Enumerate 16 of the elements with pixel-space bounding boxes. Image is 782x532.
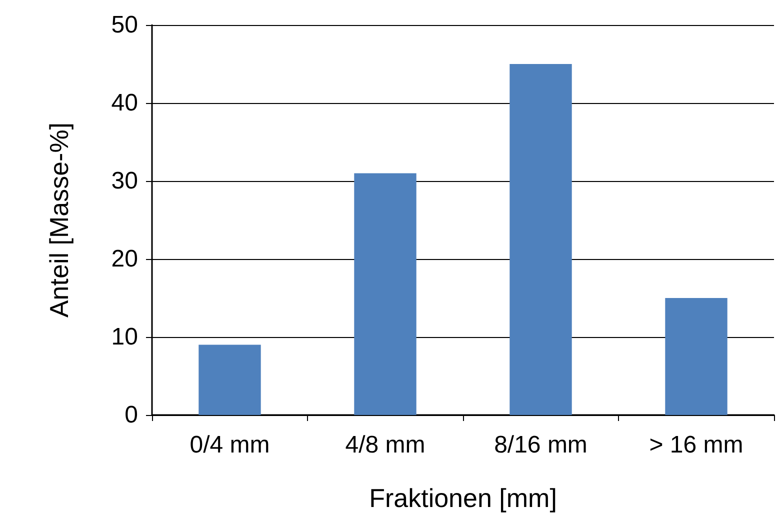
x-tick-label: 8/16 mm (494, 432, 588, 458)
y-tick-label: 20 (111, 246, 138, 272)
y-tick-label: 30 (111, 168, 138, 194)
y-tick-label: 10 (111, 324, 138, 350)
bar (665, 298, 728, 415)
bar (198, 344, 261, 415)
x-tick-label: 4/8 mm (345, 432, 426, 458)
x-tick-label: 0/4 mm (190, 432, 270, 458)
y-axis-title: Anteil [Masse-%] (44, 122, 74, 318)
y-tick-label: 50 (111, 12, 138, 38)
y-tick-label: 0 (124, 402, 138, 428)
bar (510, 64, 572, 415)
y-tick-label: 40 (111, 90, 138, 116)
bar (354, 173, 416, 415)
x-tick-label: > 16 mm (649, 432, 744, 458)
x-axis-title: Fraktionen [mm] (369, 483, 557, 513)
